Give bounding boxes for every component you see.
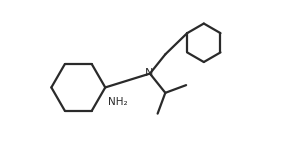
Text: N: N bbox=[145, 68, 153, 78]
Text: NH₂: NH₂ bbox=[108, 97, 128, 107]
